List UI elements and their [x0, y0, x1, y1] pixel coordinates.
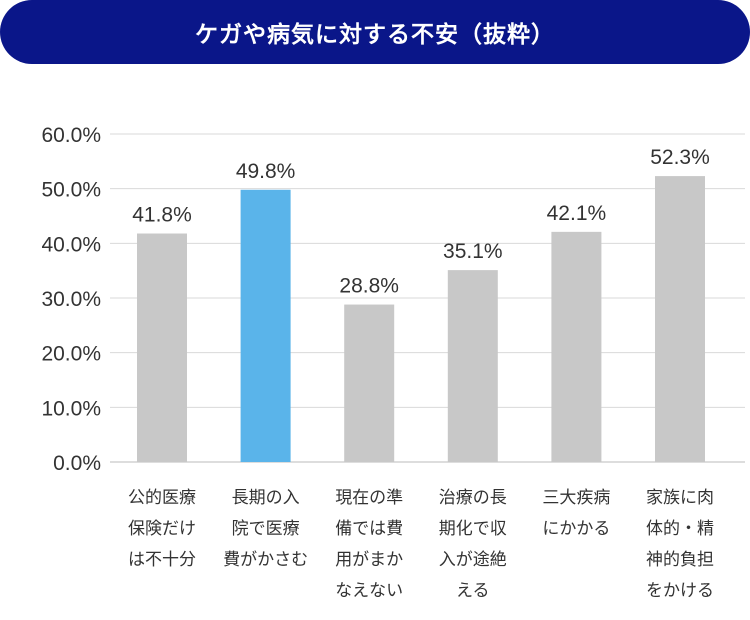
- chart-title: ケガや病気に対する不安（抜粋）: [195, 22, 555, 48]
- bar: [344, 304, 395, 462]
- category-label: 費がかさむ: [223, 550, 308, 570]
- bar: [551, 231, 602, 462]
- category-label: 家族に肉: [646, 488, 714, 508]
- category-label: にかかる: [542, 519, 610, 539]
- category-label: 治療の長: [439, 488, 507, 508]
- category-label: 公的医療: [128, 488, 196, 508]
- value-label: 49.8%: [236, 160, 296, 183]
- category-label: なえない: [335, 581, 403, 601]
- value-label: 35.1%: [443, 240, 503, 263]
- value-label: 41.8%: [132, 203, 192, 226]
- category-label: 長期の入: [232, 488, 300, 508]
- category-label: 体的・精: [646, 519, 714, 539]
- category-label: 備では費: [335, 519, 403, 539]
- category-label: 期化で収: [439, 519, 507, 539]
- category-label: 用がまか: [335, 550, 403, 570]
- bar: [240, 189, 291, 462]
- category-label: は不十分: [128, 550, 196, 570]
- y-tick-label: 10.0%: [41, 397, 101, 420]
- y-tick-label: 50.0%: [41, 179, 101, 202]
- y-tick-label: 0.0%: [53, 452, 101, 475]
- category-label: 三大疾病: [542, 488, 610, 508]
- y-tick-label: 20.0%: [41, 343, 101, 366]
- y-tick-label: 60.0%: [41, 124, 101, 147]
- y-tick-label: 30.0%: [41, 288, 101, 311]
- bar: [655, 176, 705, 463]
- category-label: をかける: [646, 581, 714, 601]
- category-label: 現在の準: [335, 488, 403, 508]
- value-label: 28.8%: [339, 275, 399, 298]
- category-label: 院で医療: [232, 519, 300, 539]
- y-tick-label: 40.0%: [41, 233, 101, 256]
- value-label: 42.1%: [547, 202, 607, 225]
- bar: [137, 233, 187, 462]
- category-label: える: [456, 581, 490, 601]
- bar: [447, 270, 498, 462]
- title-banner: ケガや病気に対する不安（抜粋）: [0, 0, 750, 64]
- value-label: 52.3%: [650, 146, 710, 169]
- category-label: 神的負担: [646, 550, 714, 570]
- category-label: 保険だけ: [128, 519, 196, 539]
- category-label: 入が途絶: [439, 550, 507, 570]
